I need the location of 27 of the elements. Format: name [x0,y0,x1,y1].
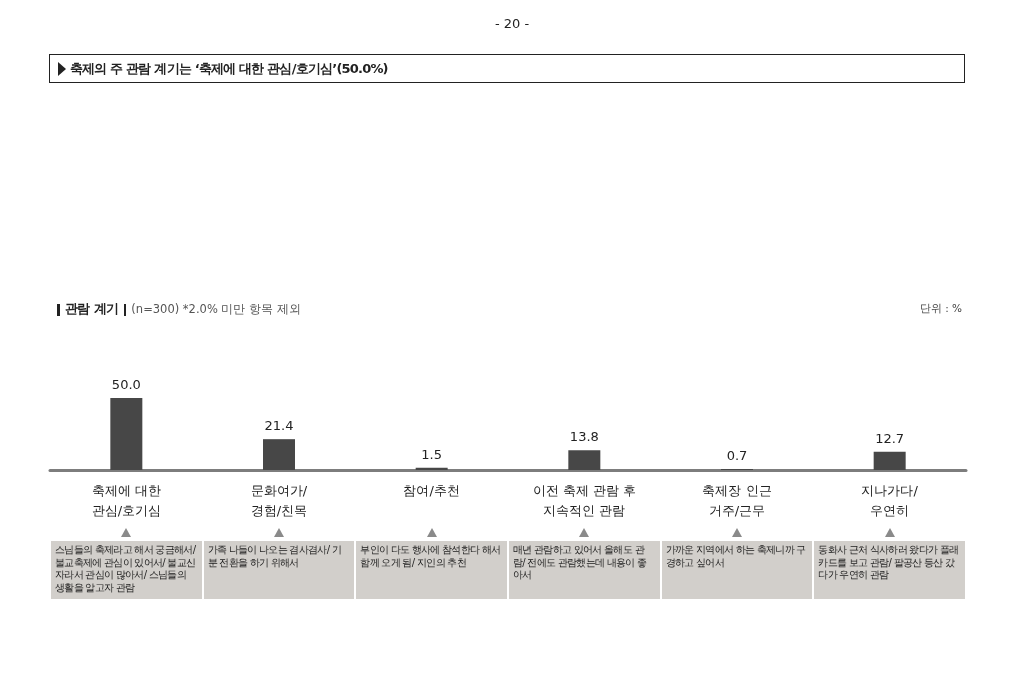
data-label: 12.7 [875,430,905,446]
x-tick-label: 이전 축제 관람 후 지속적인 관람 [532,482,637,518]
text: 매년 관람하고 있어서 올해도 관람/ 전에도 관람했는데 내용이 좋아서 [512,543,648,582]
x-tick-label: 축제에 대한 관심/호기심 [91,482,162,518]
text: (n=300) *2.0% 미만 항목 제외 [131,302,301,317]
chart-title: 축제의 주 관람 계기는 ‘축제에 대한 관심/호기심’(50.0%) [70,60,388,78]
bar [110,398,143,470]
bar [415,467,448,470]
x-tick-label: 축제장 인근 거주/근무 [702,482,772,518]
text: 동화사 근처 식사하러 왔다가 플래카드를 보고 관람/ 팔공산 등산 갔다가 우연히 관람 [817,543,960,582]
data-label: 13.8 [569,429,599,445]
text: 단위 : % [919,302,962,316]
bar [263,439,295,470]
data-label: 1.5 [421,446,443,462]
data-label: 50.0 [111,377,141,392]
x-tick-label: 문화여가/ 경험/친목 [250,482,308,518]
bar [568,450,601,470]
text: - 20 - [494,16,530,31]
data-label: 21.4 [264,418,294,434]
chart-subtitle: 관람 계기 [64,301,119,318]
data-label: 0.7 [726,447,748,463]
text: 가까운 지역에서 하는 축제니까 구경하고 싶어서 [664,543,807,570]
x-tick-label: 지나가다/ 우연히 [861,482,919,518]
x-tick-label: 참여/추천 [403,482,460,498]
bar [873,451,906,470]
text: 가족 나들이 나오는 겸사겸사/ 기분 전환을 하기 위해서 [206,543,343,570]
text: 부인이 다도 행사에 참석한다 해서 함께 오게 됨/ 지인의 추천 [359,543,502,570]
